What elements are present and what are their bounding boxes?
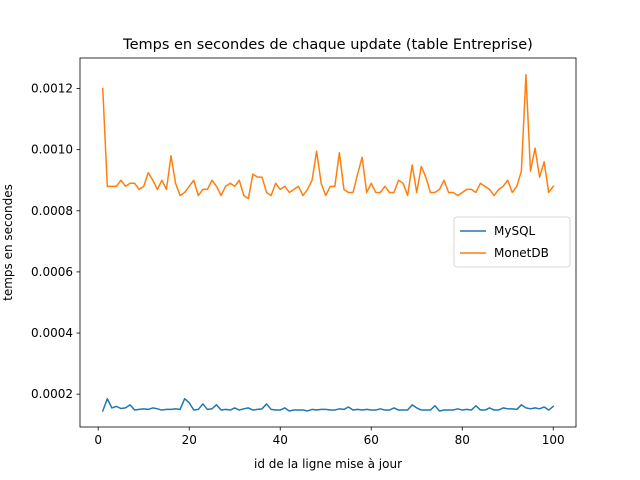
series-layer [101, 74, 555, 412]
chart-title: Temps en secondes de chaque update (tabl… [122, 37, 533, 53]
y-tick-label: 0.0008 [31, 204, 73, 218]
y-tick-label: 0.0004 [31, 326, 73, 340]
series-line-mysql [101, 397, 555, 412]
x-tick-label: 40 [273, 433, 288, 447]
y-tick-label: 0.0012 [31, 82, 73, 96]
x-tick-label: 100 [542, 433, 565, 447]
legend-label-mysql: MySQL [494, 224, 536, 238]
x-tick-label: 80 [455, 433, 470, 447]
x-axis-label: id de la ligne mise à jour [254, 457, 402, 471]
y-tick-label: 0.0010 [31, 143, 73, 157]
legend-box [453, 216, 571, 268]
y-tick-label: 0.0002 [31, 387, 73, 401]
series-line-monetdb [101, 74, 555, 200]
y-axis: 0.0002 0.0004 0.0006 0.0008 0.0010 0.0012 [31, 82, 80, 401]
y-axis-label: temps en secondes [1, 184, 15, 301]
x-tick-label: 20 [182, 433, 197, 447]
x-tick-label: 60 [364, 433, 379, 447]
plot-frame [79, 57, 577, 428]
legend: MySQL MonetDB [453, 216, 571, 268]
x-tick-label: 0 [94, 433, 102, 447]
x-axis: 0 20 40 60 80 100 [94, 427, 565, 447]
legend-label-monetdb: MonetDB [494, 246, 549, 260]
y-tick-label: 0.0006 [31, 265, 73, 279]
